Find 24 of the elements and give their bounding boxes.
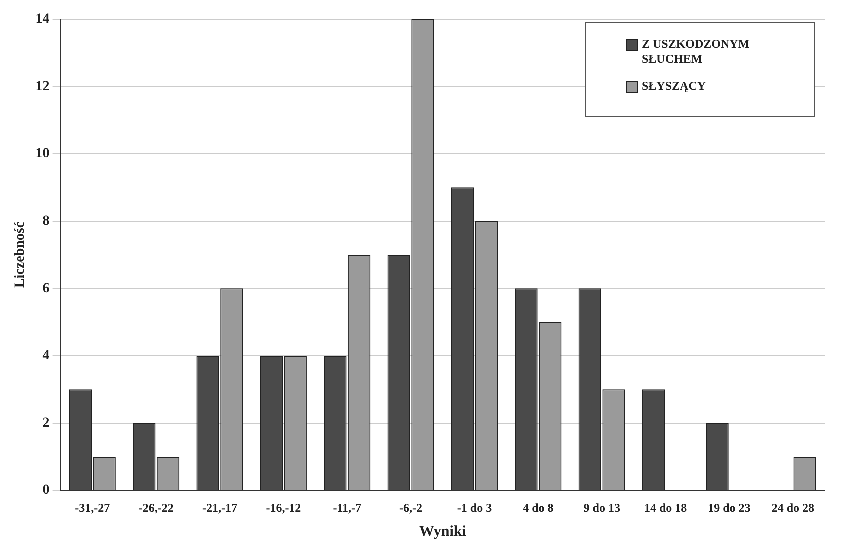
x-tick-label: -31,-27	[75, 500, 110, 515]
legend-label: Z USZKODZONYM SŁUCHEM	[642, 37, 751, 67]
x-axis-title: Wyniki	[419, 524, 466, 540]
legend-label: SŁYSZĄCY	[642, 79, 706, 94]
x-tick-label: -16,-12	[266, 500, 302, 515]
x-tick-label: 9 do 13	[584, 500, 620, 515]
y-tick-label: 0	[42, 483, 50, 498]
y-axis-title: Liczebność	[13, 222, 28, 288]
x-tick-label: 19 do 23	[708, 500, 751, 515]
x-tick-label: -21,-17	[202, 500, 238, 515]
x-tick-label: 14 do 18	[644, 500, 688, 515]
y-tick-label: 2	[42, 416, 50, 431]
x-tick-label: -26,-22	[138, 500, 174, 515]
y-tick-label: 4	[42, 348, 50, 364]
y-tick-label: 10	[36, 146, 50, 162]
y-tick-label: 12	[36, 79, 50, 94]
x-tick-label: 24 do 28	[772, 500, 814, 515]
x-tick-label: 4 do 8	[523, 500, 554, 515]
x-tick-label: -1 do 3	[457, 500, 492, 515]
y-tick-label: 14	[36, 12, 50, 28]
y-tick-label: 8	[42, 214, 50, 229]
x-tick-label: -6,-2	[400, 500, 423, 515]
y-tick-label: 6	[42, 281, 50, 296]
x-tick-label: -11,-7	[333, 500, 362, 515]
